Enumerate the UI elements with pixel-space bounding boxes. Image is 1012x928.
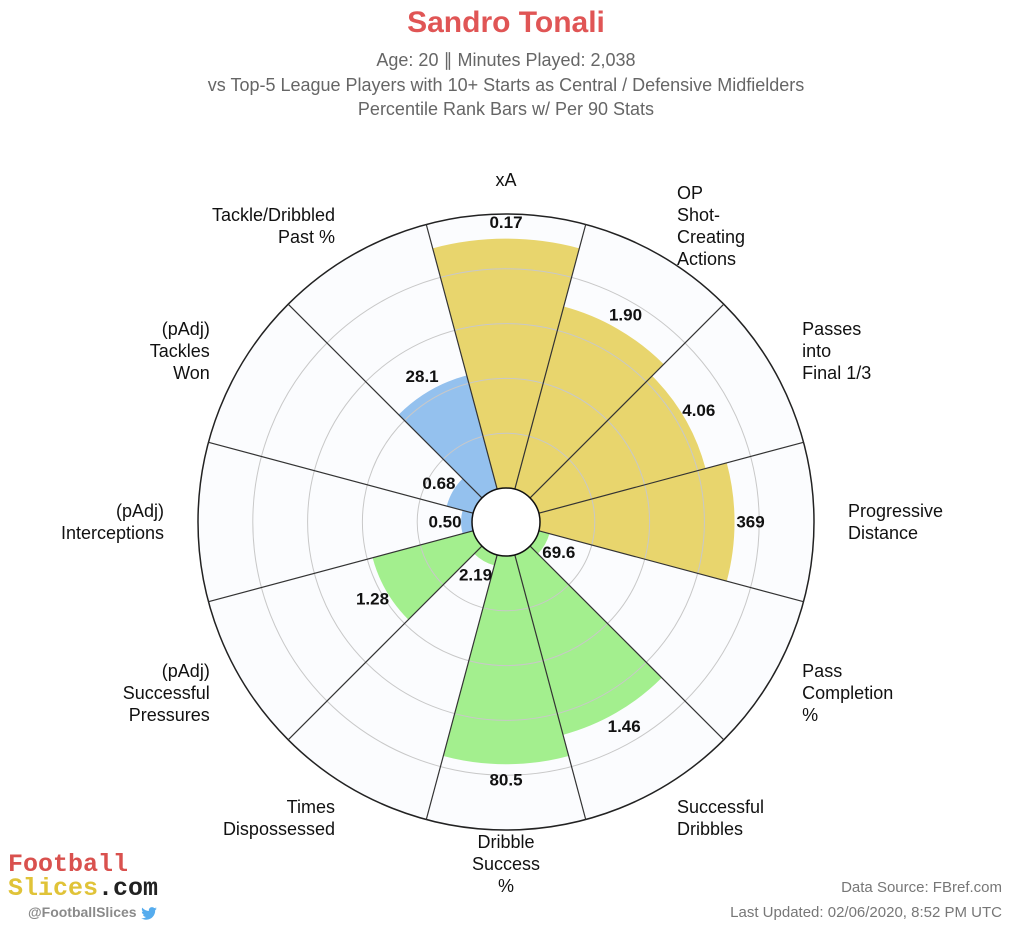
value-label-3: 369 [736,513,764,532]
grid-ring-0 [416,432,596,612]
category-label-10: (pAdj) Tackles Won [150,319,210,383]
value-label-1: 1.90 [609,305,642,324]
bar-3 [538,462,735,582]
category-label-3: Progressive Distance [848,501,943,543]
bar-10 [446,478,482,514]
spoke-4 [538,530,804,603]
grid-ring-4 [197,213,815,831]
grid-layer [197,213,815,831]
twitter-handle: @FootballSlices [28,904,157,920]
brand-logo-line1: Football [8,850,129,879]
bar-9 [461,510,474,534]
grid-ring-3 [252,268,760,776]
category-label-11: Tackle/Dribbled Past % [212,205,335,247]
category-label-0: xA [495,170,516,190]
bar-6 [443,554,569,765]
grid-ring-2 [307,323,705,721]
bar-5 [514,546,662,735]
value-label-0: 0.17 [489,213,522,232]
category-label-2: Passes into Final 1/3 [802,319,871,383]
category-label-7: Times Dispossessed [223,797,335,839]
value-label-11: 28.1 [406,367,439,386]
subtitle-comparison: vs Top-5 League Players with 10+ Starts … [207,75,805,95]
handle-text: @FootballSlices [28,904,137,920]
bar-2 [530,375,706,514]
spoke-0 [425,224,498,490]
bar-11 [398,375,498,498]
bar-7 [474,546,498,566]
value-label-10: 0.68 [422,474,455,493]
value-label-7: 2.19 [459,565,492,584]
bar-4 [530,530,550,554]
category-label-1: OP Shot-Creating Actions [677,183,745,269]
value-label-8: 1.28 [356,590,389,609]
value-label-5: 1.46 [608,717,641,736]
brand-logo-line2: Slices.com [8,874,159,903]
spoke-10 [208,441,474,514]
category-label-9: (pAdj) Interceptions [61,501,164,543]
labels-layer: 0.17 xA 1.90 OP Shot-Creating Actions 4.06 Pass… [61,170,943,896]
spoke-8 [287,545,483,741]
value-label-4: 69.6 [542,543,575,562]
bird-icon [140,906,157,920]
spoke-5 [529,545,725,741]
spoke-1 [514,224,587,490]
spoke-7 [425,554,498,820]
last-updated: Last Updated: 02/06/2020, 8:52 PM UTC [730,904,1002,921]
spoke-3 [538,441,804,514]
spoke-11 [287,303,483,499]
subtitle-age-minutes: Age: 20 ∥ Minutes Played: 2,038 [376,50,636,70]
spoke-2 [529,303,725,499]
bar-1 [514,306,664,498]
category-label-6: Dribble Success% [472,832,540,896]
category-label-8: (pAdj) Successful Pressures [123,661,210,725]
value-label-9: 0.50 [428,513,461,532]
subtitle-method: Percentile Rank Bars w/ Per 90 Stats [357,99,655,119]
category-label-5: Successful Dribbles [677,797,764,839]
spoke-9 [208,530,474,603]
value-label-2: 4.06 [682,401,715,420]
spoke-6 [514,554,587,820]
center-hole [471,487,541,557]
chart-title: Sandro Tonali [407,6,605,39]
bar-8 [372,530,482,620]
bar-0 [432,238,580,490]
grid-ring-1 [361,377,651,667]
category-label-4: Pass Completion% [802,661,893,725]
data-source: Data Source: FBref.com [841,879,1002,896]
value-label-6: 80.5 [489,771,522,790]
